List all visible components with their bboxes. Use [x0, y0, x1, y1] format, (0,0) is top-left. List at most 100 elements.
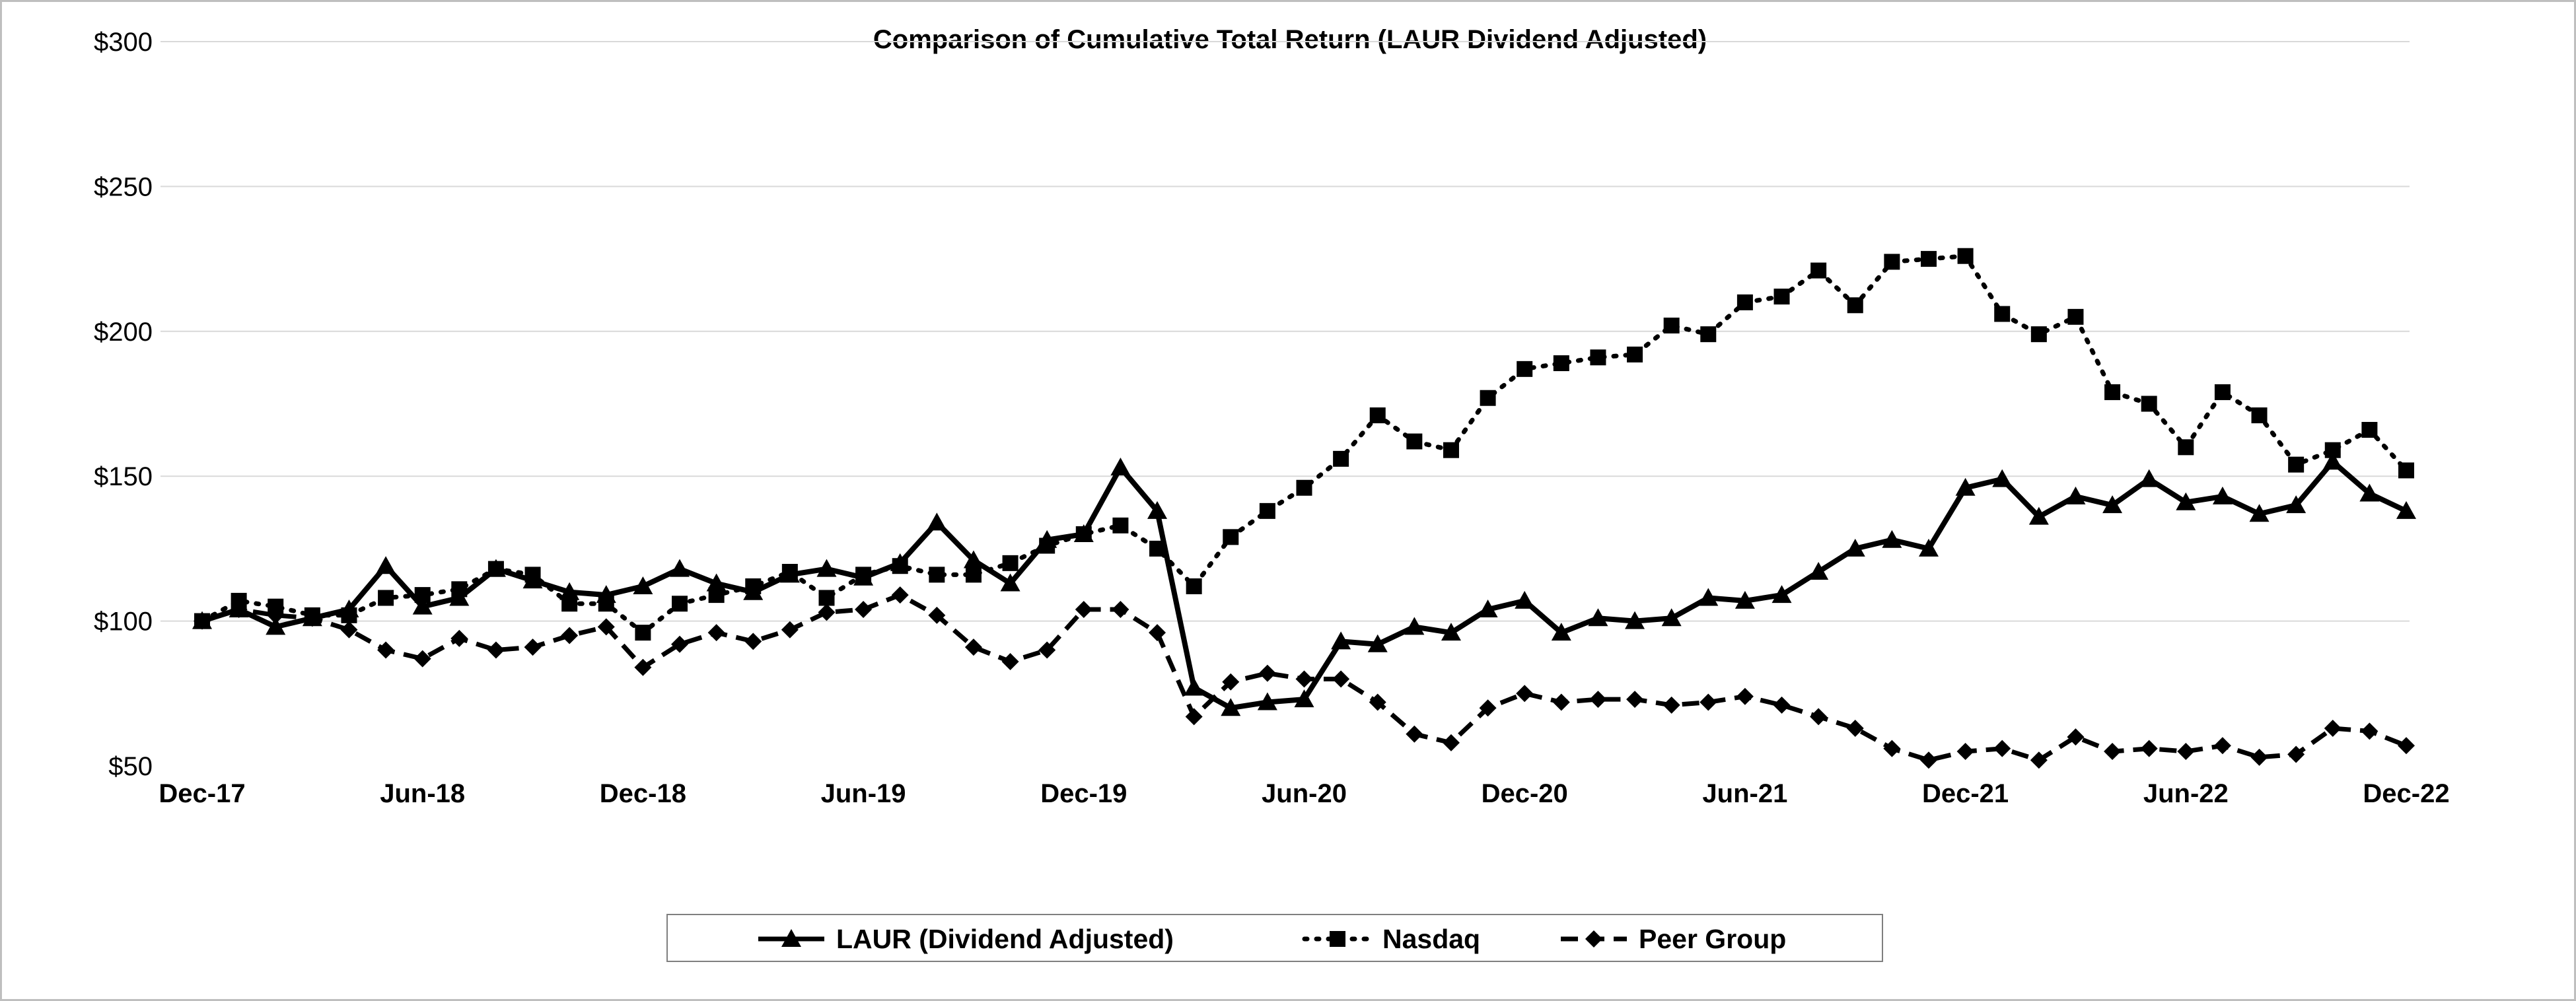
legend-label: Nasdaq — [1382, 924, 1480, 954]
data-point-marker — [267, 606, 285, 624]
data-point-marker — [1002, 555, 1019, 571]
data-point-marker — [1369, 407, 1386, 424]
data-point-marker — [2141, 396, 2157, 412]
data-point-marker — [194, 612, 211, 630]
data-point-marker — [1663, 318, 1680, 334]
data-point-marker — [524, 639, 542, 656]
x-tick-label: Jun-18 — [380, 779, 465, 808]
data-point-marker — [2139, 469, 2159, 487]
data-point-marker — [1736, 687, 1754, 705]
data-point-marker — [781, 621, 799, 639]
y-tick-label: $50 — [108, 752, 153, 781]
data-point-marker — [1590, 349, 1606, 366]
data-point-marker — [1663, 696, 1680, 714]
data-point-marker — [1000, 573, 1020, 592]
legend-box — [666, 914, 1883, 962]
data-point-marker — [1223, 529, 1239, 545]
data-point-marker — [1479, 699, 1497, 717]
y-tick-label: $100 — [94, 607, 153, 637]
data-point-marker — [1810, 262, 1827, 279]
data-point-marker — [671, 635, 689, 653]
data-point-marker — [597, 618, 615, 636]
data-point-marker — [672, 596, 688, 612]
data-point-marker — [1956, 743, 1974, 761]
data-point-marker — [1149, 540, 1166, 557]
y-axis: $50 $100 $150 $200 $250 $300 — [94, 28, 153, 781]
data-point-marker — [707, 624, 725, 642]
data-point-marker — [891, 586, 909, 604]
data-point-marker — [1443, 442, 1459, 458]
data-point-marker — [2398, 737, 2415, 755]
data-point-marker — [1001, 653, 1019, 671]
data-point-marker — [2322, 452, 2343, 470]
data-point-marker — [1478, 600, 1498, 618]
data-point-marker — [928, 606, 946, 624]
data-point-marker — [744, 633, 762, 650]
data-point-marker — [1957, 248, 1974, 264]
data-point-marker — [1661, 608, 1682, 627]
legend-label: LAUR (Dividend Adjusted) — [836, 924, 1174, 954]
data-point-marker — [1626, 691, 1644, 708]
data-point-marker — [1112, 517, 1129, 534]
data-point-marker — [1771, 585, 1792, 604]
data-point-marker — [2398, 462, 2414, 479]
data-point-marker — [927, 512, 947, 531]
gridlines — [161, 41, 2410, 622]
data-point-marker — [487, 561, 504, 577]
data-point-marker — [892, 558, 908, 574]
data-point-marker — [340, 621, 358, 639]
x-tick-label: Jun-21 — [1702, 779, 1787, 808]
data-point-marker — [524, 567, 541, 583]
data-point-marker — [1480, 390, 1496, 406]
data-point-marker — [1369, 693, 1386, 711]
data-point-marker — [1551, 623, 1571, 641]
data-point-marker — [2361, 722, 2379, 740]
data-point-marker — [450, 629, 468, 647]
data-point-marker — [2102, 495, 2123, 514]
data-point-marker — [1773, 696, 1791, 714]
legend-marker — [1585, 930, 1602, 948]
data-point-marker — [1075, 526, 1092, 542]
data-point-marker — [635, 625, 651, 641]
data-point-marker — [414, 587, 431, 604]
legend: LAUR (Dividend Adjusted) Nasdaq Peer Group — [666, 914, 1883, 962]
series-lines — [192, 248, 2416, 769]
data-point-marker — [1259, 502, 1275, 519]
data-point-marker — [1075, 601, 1092, 619]
legend-label: Peer Group — [1639, 924, 1786, 954]
data-point-marker — [965, 567, 982, 583]
data-point-marker — [1147, 500, 1168, 519]
data-point-marker — [1588, 608, 1608, 627]
data-point-marker — [2213, 737, 2231, 755]
data-point-marker — [1883, 740, 1901, 757]
data-point-marker — [2287, 745, 2305, 763]
data-point-marker — [1295, 670, 1313, 688]
data-point-marker — [2030, 751, 2048, 769]
data-point-marker — [818, 604, 836, 621]
data-point-marker — [2178, 439, 2194, 456]
data-point-marker — [303, 609, 321, 627]
data-point-marker — [745, 578, 762, 594]
data-point-marker — [1993, 740, 2011, 757]
data-point-marker — [1221, 698, 1241, 716]
x-tick-label: Dec-21 — [1922, 779, 2009, 808]
data-point-marker — [1700, 326, 1717, 343]
y-tick-label: $150 — [94, 462, 153, 491]
data-point-marker — [2065, 486, 2086, 504]
data-point-marker — [1184, 677, 1204, 696]
data-point-marker — [1589, 691, 1607, 708]
data-point-marker — [1882, 530, 1902, 548]
data-point-marker — [1773, 289, 1790, 305]
data-point-marker — [266, 617, 286, 635]
data-point-marker — [378, 590, 394, 606]
x-tick-label: Dec-17 — [159, 779, 245, 808]
data-point-marker — [1992, 469, 2013, 487]
data-point-marker — [929, 567, 945, 583]
y-tick-label: $300 — [94, 28, 153, 57]
data-point-marker — [2288, 456, 2305, 473]
data-point-marker — [1517, 361, 1533, 377]
data-point-marker — [1884, 254, 1900, 270]
data-point-marker — [1406, 725, 1423, 743]
data-point-marker — [561, 596, 578, 612]
